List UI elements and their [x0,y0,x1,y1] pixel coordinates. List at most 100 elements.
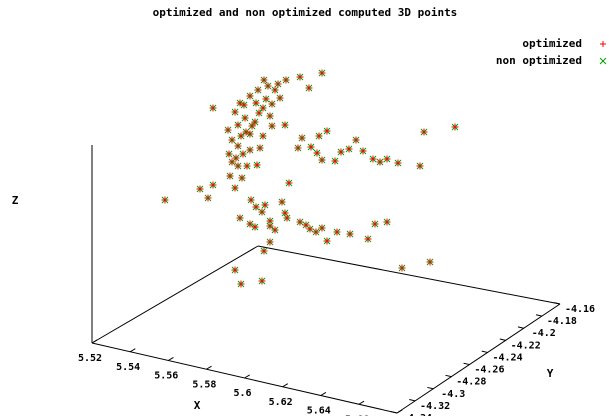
data-point [238,174,246,182]
data-point [305,84,313,92]
data-point [237,132,245,140]
data-point [234,142,242,150]
y-tick [535,314,543,317]
x-tick-label: 5.62 [269,397,293,408]
data-point [234,162,242,170]
data-point [398,264,406,272]
data-point [255,109,263,117]
data-point [369,155,377,163]
data-point [252,99,260,107]
data-point [337,148,345,156]
data-point [228,158,236,166]
data-point [234,121,242,129]
x-tick [358,400,365,405]
data-point [312,228,320,236]
data-point [331,157,339,165]
data-point [260,76,268,84]
data-point [420,128,428,136]
y-tick [481,350,488,353]
data-point [306,225,314,233]
y-axis-label: Y [547,367,554,380]
x-tick-label: 5.64 [307,406,331,416]
y-tick-label: -4.3 [441,389,465,400]
y-tick [517,326,524,329]
legend-label-optimized: optimized [522,37,582,50]
legend-marker-non-optimized [599,57,607,65]
y-tick-label: -4.28 [456,377,486,388]
data-point [251,223,259,231]
back-edge-line [257,245,561,305]
data-point [394,159,402,167]
y-tick [499,338,506,341]
data-point [271,86,279,94]
data-point [236,214,244,222]
x-tick [244,374,250,379]
data-point [333,228,341,236]
data-point [253,161,261,169]
data-point [251,118,259,126]
y-tick-label: -4.22 [511,340,541,351]
y-tick-label: -4.32 [420,401,450,412]
data-point [359,147,367,155]
data-point [225,150,233,158]
data-point [264,82,272,90]
data-point [318,69,326,77]
data-point [307,143,315,151]
chart-title: optimized and non optimized computed 3D … [153,6,458,19]
x-tick-label: 5.52 [78,353,102,364]
y-tick-label: -4.34 [402,413,432,416]
data-point [274,80,282,88]
data-point [323,127,331,135]
data-point [261,201,269,209]
data-point [161,196,169,204]
data-point [383,155,391,163]
data-point [232,154,240,162]
x-tick [396,409,403,414]
data-point [285,179,293,187]
data-point [268,122,276,130]
data-point [256,144,264,152]
data-point [416,162,424,170]
data-point [426,258,434,266]
data-point [209,104,217,112]
x-tick [167,357,174,361]
data-point [241,114,249,122]
data-point [323,237,331,245]
y-ticks: -4.16-4.18-4.2-4.22-4.24-4.26-4.28-4.3-4… [391,302,595,416]
data-point [345,145,353,153]
data-point [294,144,302,152]
x-tick [282,383,289,388]
data-point [247,196,255,204]
z-axis-label: Z [12,194,19,207]
legend-label-non-optimized: non optimized [496,54,582,67]
x-tick [320,392,327,396]
x-tick [206,365,212,370]
data-point [315,132,323,140]
x-tick [129,348,136,353]
data-point [259,104,267,112]
data-point [254,86,262,94]
data-point [209,181,217,189]
data-point [298,134,306,142]
x-tick-label: 5.6 [233,388,251,399]
data-point [204,194,212,202]
data-point [296,73,304,81]
data-point [318,224,326,232]
data-point [268,100,276,108]
y-tick [427,386,434,390]
data-point [237,280,245,288]
y-tick-label: -4.2 [532,328,556,339]
data-point [352,136,360,144]
data-point [262,95,270,103]
y-tick-label: -4.18 [547,316,577,327]
data-point [266,238,274,246]
data-point [383,218,391,226]
data-point [242,128,250,136]
y-tick [391,411,398,414]
data-point [226,172,234,180]
data-point [296,218,304,226]
x-tick-label: 5.56 [154,371,178,382]
data-point [371,220,379,228]
data-point [346,230,354,238]
x-axis-label: X [194,399,201,412]
